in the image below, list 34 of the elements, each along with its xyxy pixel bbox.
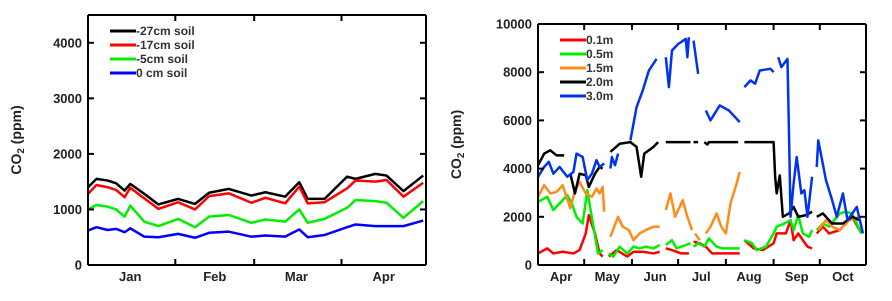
legend-label: 3.0m	[586, 89, 614, 103]
y-tick-label: 8000	[503, 64, 532, 80]
y-tick-label: 1000	[53, 202, 82, 217]
x-tick-label: Mar	[284, 269, 308, 284]
y-tick-label: 6000	[503, 112, 532, 128]
x-tick-label: Sep	[784, 269, 809, 284]
legend-label: 0.1m	[586, 33, 614, 47]
y-tick-label: 2000	[53, 146, 82, 162]
x-tick-label: Feb	[203, 269, 226, 284]
legend-label: 0 cm soil	[136, 66, 188, 80]
x-tick-label: Apr	[372, 269, 395, 284]
y-tick-label: 0	[74, 258, 82, 272]
y-tick-label: 3000	[53, 90, 82, 106]
x-tick-label: Jul	[692, 269, 711, 284]
line-series	[88, 219, 424, 240]
y-tick-label: 10000	[496, 16, 532, 32]
y-tick-label: 4000	[503, 161, 532, 176]
x-tick-label: Aug	[736, 269, 762, 284]
legend-label: -27cm soil	[136, 24, 195, 38]
y-tick-label: 2000	[503, 209, 532, 224]
legend-label: 0.5m	[586, 47, 614, 61]
x-tick-label: Apr	[550, 269, 572, 284]
line-series	[88, 198, 424, 228]
x-tick-label: Jun	[643, 269, 667, 284]
x-tick-label: May	[594, 269, 621, 284]
y-tick-label: 4000	[53, 35, 82, 50]
x-tick-label: Oct	[832, 269, 854, 284]
y-tick-label: 0	[524, 258, 532, 272]
legend-label: 1.5m	[586, 61, 614, 75]
x-tick-label: Jan	[119, 269, 142, 284]
legend-label: -17cm soil	[136, 38, 195, 52]
legend-label: -5cm soil	[136, 52, 188, 66]
legend-label: 2.0m	[586, 75, 614, 89]
line-series	[88, 178, 424, 211]
